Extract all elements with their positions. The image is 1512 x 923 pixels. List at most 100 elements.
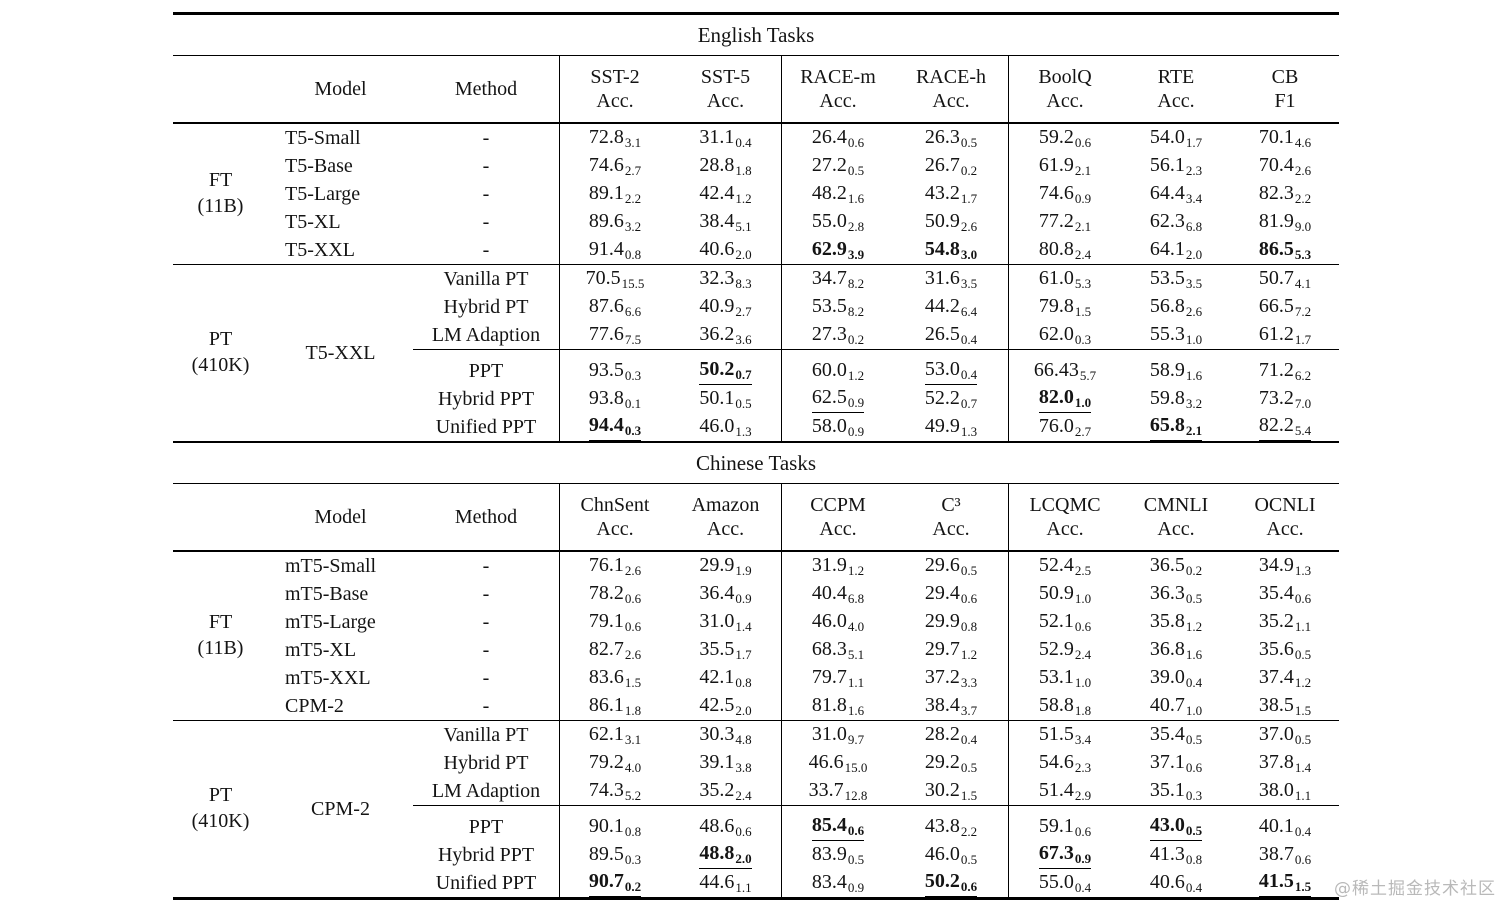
column-header-metric: Acc. bbox=[706, 90, 745, 112]
metric-std: 0.5 bbox=[1185, 731, 1203, 747]
metric-cell: 91.40.8 bbox=[559, 236, 670, 264]
column-header-metric: Acc. bbox=[932, 518, 970, 540]
metric-cell: 38.45.1 bbox=[670, 208, 781, 236]
metric-std: 2.1 bbox=[1074, 162, 1092, 178]
metric-cell: 61.92.1 bbox=[1008, 152, 1121, 180]
metric-value: 26.50.4 bbox=[924, 322, 978, 347]
metric-value: 86.55.3 bbox=[1258, 237, 1312, 262]
group-label: FT (11B) bbox=[173, 552, 268, 720]
metric-cell: 33.712.8 bbox=[781, 777, 894, 805]
metric-value: 29.71.2 bbox=[924, 637, 978, 662]
method-name: LM Adaption bbox=[431, 323, 541, 346]
section-title-text: English Tasks bbox=[697, 22, 815, 47]
metric-std: 0.2 bbox=[847, 331, 865, 347]
metric-std: 2.7 bbox=[735, 303, 752, 319]
method-name: Hybrid PT bbox=[443, 295, 529, 318]
metric-value: 62.36.8 bbox=[1149, 209, 1203, 234]
metric-value: 35.40.6 bbox=[1258, 581, 1312, 606]
metric-cell: 37.41.2 bbox=[1231, 664, 1339, 692]
metric-value: 79.81.5 bbox=[1038, 294, 1092, 319]
metric-value: 93.80.1 bbox=[588, 386, 642, 411]
metric-value: 40.10.4 bbox=[1258, 814, 1312, 839]
metric-cell: 48.21.6 bbox=[781, 180, 894, 208]
metric-std: 2.2 bbox=[624, 190, 642, 206]
metric-std: 1.2 bbox=[1294, 674, 1312, 690]
metric-cell: 36.30.5 bbox=[1121, 580, 1231, 608]
metric-cell: 59.83.2 bbox=[1121, 385, 1231, 413]
metric-std: 1.0 bbox=[1074, 394, 1092, 410]
metric-value: 48.60.6 bbox=[699, 814, 752, 839]
column-header: OCNLI Acc. bbox=[1231, 484, 1339, 550]
metric-cell: 62.93.9 bbox=[781, 236, 894, 264]
metric-std: 4.1 bbox=[1294, 275, 1312, 291]
method-name: - bbox=[482, 666, 490, 689]
method-name: - bbox=[482, 582, 490, 605]
metric-cell: 38.43.7 bbox=[894, 692, 1008, 720]
metric-cell: 82.32.2 bbox=[1231, 180, 1339, 208]
metric-std: 0.9 bbox=[735, 590, 752, 606]
metric-value: 83.40.9 bbox=[811, 870, 865, 895]
metric-cell: 86.55.3 bbox=[1231, 236, 1339, 264]
metric-value: 40.92.7 bbox=[699, 294, 752, 319]
metric-cell: 31.10.4 bbox=[670, 124, 781, 152]
method-name: Hybrid PT bbox=[443, 751, 529, 774]
metric-std: 7.2 bbox=[1294, 303, 1312, 319]
metric-cell: 50.74.1 bbox=[1231, 265, 1339, 293]
column-header-metric: Acc. bbox=[1157, 90, 1195, 112]
metric-cell: 81.81.6 bbox=[781, 692, 894, 720]
metric-value: 72.83.1 bbox=[588, 125, 642, 150]
metric-std: 2.0 bbox=[735, 246, 752, 262]
top-rule bbox=[173, 12, 1339, 15]
column-header: SST-5 Acc. bbox=[670, 56, 781, 122]
metric-value: 66.57.2 bbox=[1258, 294, 1312, 319]
model-name: T5-XXL bbox=[285, 238, 355, 261]
metric-value: 79.10.6 bbox=[588, 609, 642, 634]
metric-std: 2.5 bbox=[1074, 562, 1092, 578]
metric-std: 0.2 bbox=[624, 878, 642, 894]
model-name: mT5-Base bbox=[285, 582, 369, 605]
metric-cell: 55.02.8 bbox=[781, 208, 894, 236]
metric-value: 71.26.2 bbox=[1258, 358, 1312, 383]
metric-cell: 30.34.8 bbox=[670, 721, 781, 749]
metric-cell: 27.30.2 bbox=[781, 321, 894, 349]
metric-cell: 26.70.2 bbox=[894, 152, 1008, 180]
metric-cell: 79.81.5 bbox=[1008, 293, 1121, 321]
model-name: mT5-Large bbox=[285, 610, 376, 633]
metric-cell: 48.60.6 bbox=[670, 805, 781, 841]
metric-value: 38.51.5 bbox=[1258, 693, 1312, 718]
column-header-metric: Acc. bbox=[932, 90, 970, 112]
section-title: Chinese Tasks bbox=[173, 443, 1339, 483]
metric-std: 0.6 bbox=[847, 822, 865, 838]
metric-value: 38.43.7 bbox=[924, 693, 978, 718]
metric-std: 1.6 bbox=[1185, 646, 1203, 662]
metric-std: 9.0 bbox=[1294, 218, 1312, 234]
metric-std: 3.8 bbox=[735, 759, 752, 775]
column-header-metric: Acc. bbox=[819, 90, 857, 112]
metric-cell: 37.81.4 bbox=[1231, 749, 1339, 777]
metric-value: 50.74.1 bbox=[1258, 266, 1312, 291]
method-column-header: Method bbox=[454, 505, 518, 528]
metric-cell: 82.25.4 bbox=[1231, 413, 1339, 441]
metric-cell: 36.50.2 bbox=[1121, 552, 1231, 580]
metric-std: 0.5 bbox=[1294, 731, 1312, 747]
metric-value: 79.71.1 bbox=[811, 665, 865, 690]
metric-std: 0.2 bbox=[1185, 562, 1203, 578]
metric-cell: 58.00.9 bbox=[781, 413, 894, 441]
metric-cell: 48.82.0 bbox=[670, 841, 781, 869]
column-header-task: CMNLI bbox=[1143, 493, 1209, 516]
metric-std: 3.0 bbox=[960, 246, 978, 262]
method-name: PPT bbox=[413, 805, 559, 841]
metric-std: 0.9 bbox=[1074, 190, 1092, 206]
section-separator-rule bbox=[173, 441, 1339, 443]
metric-std: 1.2 bbox=[1185, 618, 1203, 634]
metric-std: 1.3 bbox=[1294, 562, 1312, 578]
model-name: CPM-2 bbox=[285, 694, 344, 717]
metric-std: 6.4 bbox=[960, 303, 978, 319]
metric-value: 85.40.6 bbox=[811, 814, 865, 841]
metric-cell: 46.04.0 bbox=[781, 608, 894, 636]
metric-std: 2.1 bbox=[1074, 218, 1092, 234]
metric-std: 0.4 bbox=[735, 134, 752, 150]
pt-block: PT (410K) T5-XXL Vanilla PT 70.515.5 32.38.3 3… bbox=[173, 265, 1339, 441]
metric-value: 67.30.9 bbox=[1038, 842, 1092, 869]
metric-value: 27.20.5 bbox=[811, 153, 865, 178]
